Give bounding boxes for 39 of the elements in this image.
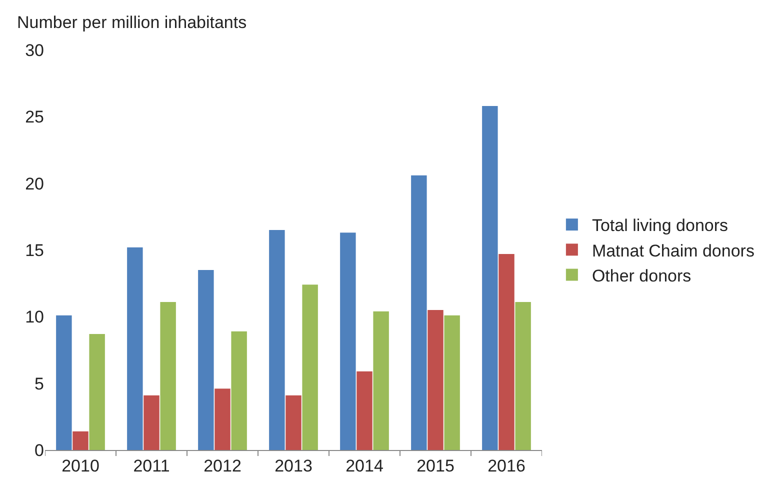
- bar: [302, 284, 318, 450]
- bar: [56, 315, 72, 450]
- bar: [515, 302, 531, 450]
- y-axis-title: Number per million inhabitants: [17, 13, 247, 32]
- bar: [231, 331, 247, 450]
- y-tick-label: 5: [34, 374, 44, 394]
- bar: [214, 388, 230, 450]
- bar: [198, 270, 214, 450]
- x-tick-label: 2010: [62, 456, 100, 476]
- y-tick-label: 0: [34, 440, 44, 460]
- y-tick-label: 10: [25, 308, 44, 327]
- bar: [482, 106, 498, 450]
- x-tick-label: 2016: [488, 456, 526, 476]
- x-tick-label: 2013: [274, 456, 312, 476]
- bar: [411, 175, 427, 450]
- bar: [89, 334, 105, 450]
- bar: [428, 310, 444, 450]
- bar: [444, 315, 460, 450]
- y-tick-label: 15: [25, 240, 44, 260]
- bar: [498, 254, 514, 450]
- bar: [269, 230, 285, 450]
- bar: [127, 247, 143, 450]
- legend-label: Other donors: [592, 266, 692, 286]
- bar: [356, 371, 372, 450]
- bar: [373, 311, 389, 450]
- y-tick-label: 30: [25, 40, 44, 60]
- bar: [340, 232, 356, 450]
- x-tick-label: 2011: [133, 456, 170, 476]
- bar: [160, 302, 176, 450]
- y-tick-label: 20: [25, 174, 44, 194]
- x-tick-label: 2012: [204, 456, 242, 476]
- y-tick-label: 25: [25, 108, 44, 127]
- legend-label: Matnat Chaim donors: [592, 241, 754, 260]
- legend-label: Total living donors: [592, 216, 728, 236]
- bar: [72, 431, 88, 450]
- x-tick-label: 2014: [346, 456, 384, 476]
- bar: [144, 395, 160, 450]
- x-tick-label: 2015: [416, 456, 454, 476]
- bar: [286, 395, 302, 450]
